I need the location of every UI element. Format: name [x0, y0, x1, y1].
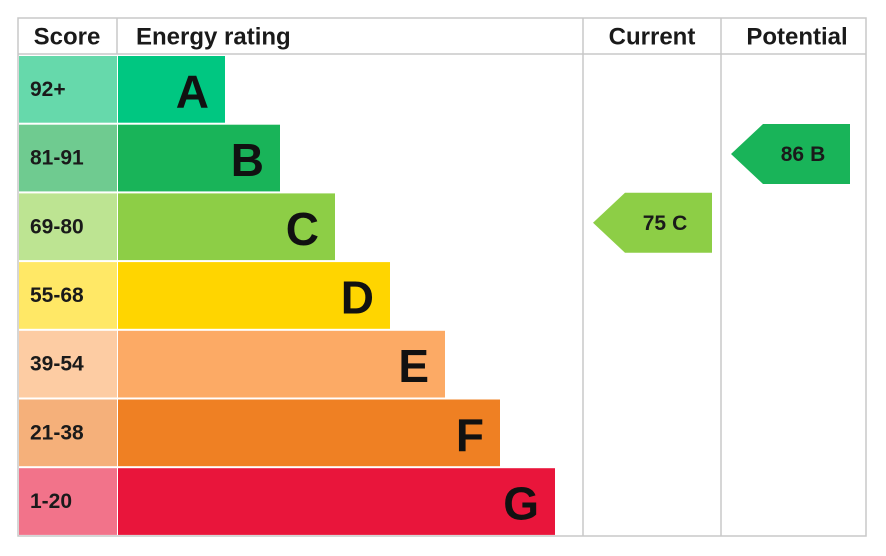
band-letter: F — [456, 409, 484, 461]
band-bar — [118, 468, 555, 535]
score-range: 39-54 — [30, 353, 84, 376]
score-cell — [19, 193, 117, 261]
header-potential: Potential — [746, 24, 847, 51]
band-bar — [118, 399, 500, 467]
score-range: 21-38 — [30, 421, 84, 444]
header-current: Current — [609, 24, 696, 51]
score-cell — [19, 330, 117, 398]
potential-arrow — [731, 124, 850, 185]
band-letter: D — [341, 271, 374, 323]
score-range: 92+ — [30, 78, 66, 101]
current-value: 75 — [643, 211, 667, 234]
current-rating: C — [672, 211, 687, 234]
current-arrow — [593, 192, 712, 253]
score-cell — [19, 56, 117, 123]
score-range: 1-20 — [30, 490, 72, 513]
header-energy-rating: Energy rating — [136, 24, 291, 51]
band-letter: C — [286, 203, 319, 255]
score-range: 55-68 — [30, 284, 84, 307]
score-cell — [19, 468, 117, 535]
band-bar — [118, 193, 335, 261]
band-bar — [118, 124, 280, 192]
band-bar — [118, 56, 225, 123]
score-cell — [19, 399, 117, 467]
score-range: 69-80 — [30, 215, 84, 238]
score-range: 81-91 — [30, 147, 84, 170]
band-letter: E — [398, 340, 429, 392]
potential-rating: B — [810, 143, 825, 166]
potential-value: 86 — [781, 143, 804, 166]
band-bar — [118, 262, 390, 329]
current-label: 75 C — [643, 211, 688, 234]
header-score: Score — [34, 24, 101, 51]
band-letter: B — [231, 134, 264, 186]
potential-label: 86 B — [781, 143, 826, 166]
band-bar — [118, 330, 445, 398]
score-cell — [19, 262, 117, 329]
band-letter: G — [503, 478, 539, 530]
score-cell — [19, 124, 117, 192]
band-letter: A — [176, 65, 209, 117]
